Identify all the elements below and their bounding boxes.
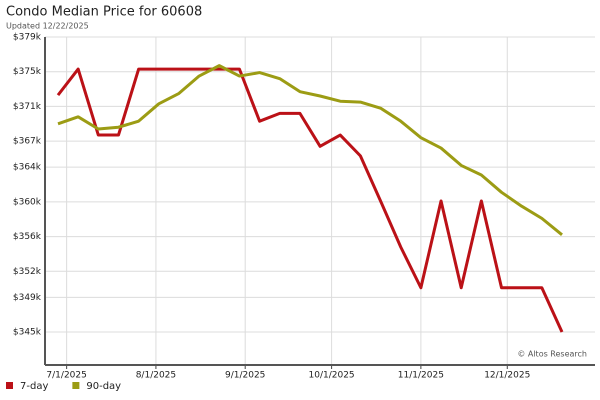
y-tick-label: $375k [13,67,42,77]
legend-label: 7-day [20,381,48,392]
x-tick-label: 8/1/2025 [136,371,176,381]
legend-swatch [6,382,13,389]
x-tick-label: 10/1/2025 [309,371,355,381]
x-tick-label: 11/1/2025 [398,371,444,381]
y-tick-label: $349k [13,293,42,303]
legend-label: 90-day [86,381,121,392]
x-tick-label: 7/1/2025 [46,371,86,381]
y-tick-label: $345k [13,328,42,338]
y-tick-label: $367k [13,137,42,147]
chart-subtitle: Updated 12/22/2025 [6,22,89,31]
series-line [57,64,563,237]
y-tick-label: $356k [13,232,42,242]
legend-swatch [72,382,80,389]
y-tick-label: $364k [13,163,42,173]
chart-title: Condo Median Price for 60608 [6,5,202,20]
annotation: © Altos Research [517,350,587,359]
y-tick-label: $371k [13,102,42,112]
x-tick-label: 12/1/2025 [484,371,530,381]
series-line [56,67,564,333]
x-tick-label: 9/1/2025 [225,371,265,381]
plot-background [45,37,595,365]
y-tick-label: $352k [13,267,42,277]
y-tick-label: $360k [13,197,42,207]
y-tick-label: $379k [13,33,42,43]
